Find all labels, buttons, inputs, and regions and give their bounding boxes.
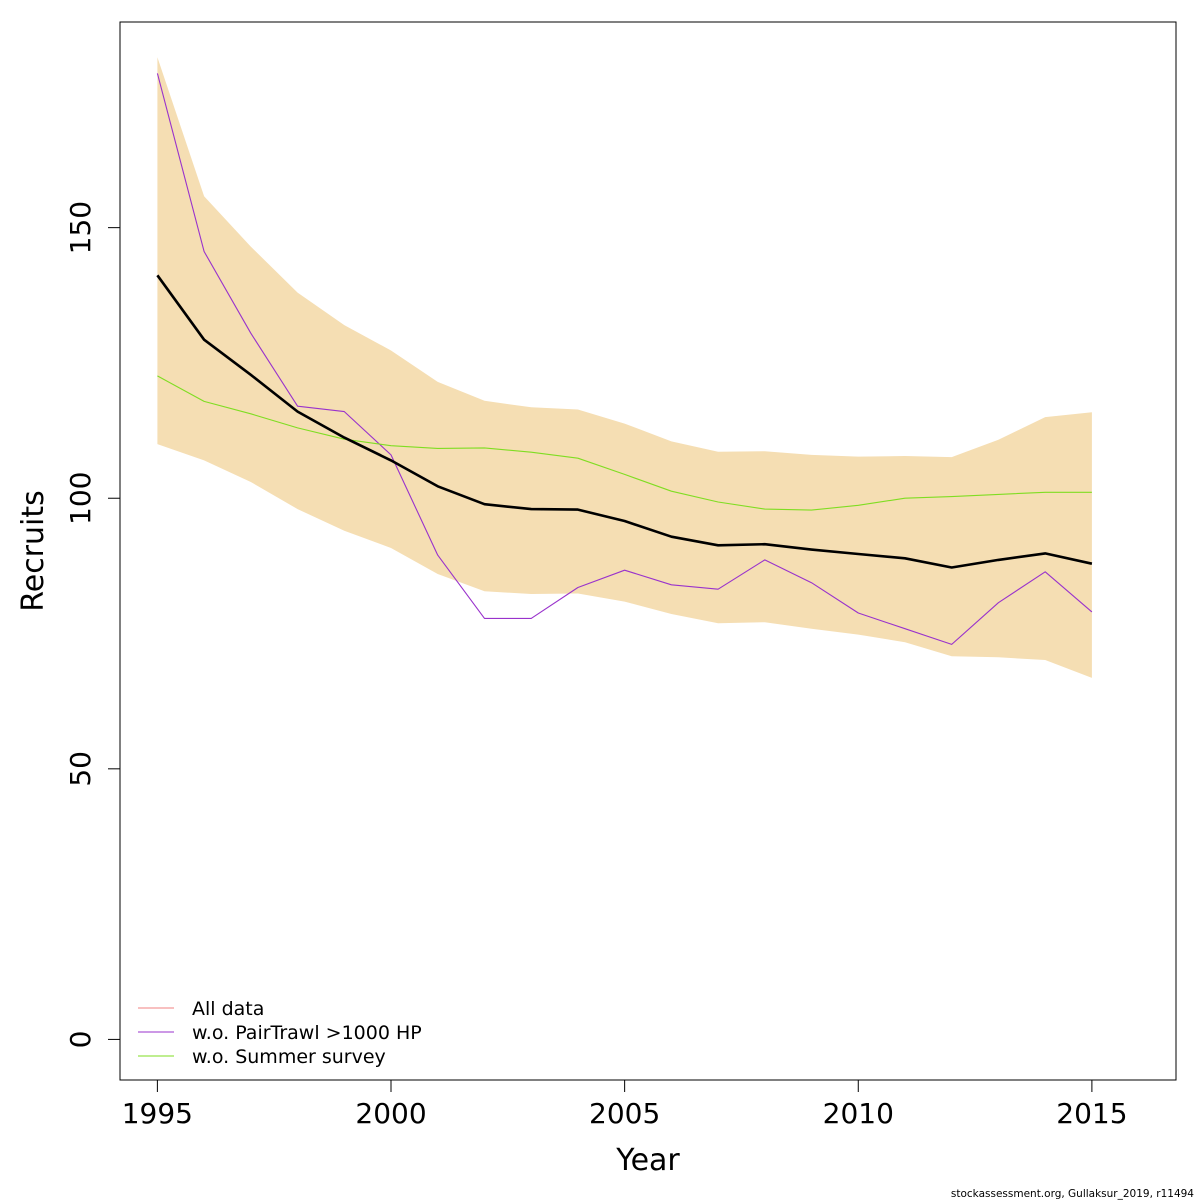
x-tick-label: 2005 (589, 1097, 660, 1130)
series-line-w-o-summer-survey (157, 375, 1092, 511)
y-tick-label: 50 (64, 751, 97, 787)
x-axis: 1995 2000 2005 2010 2015 (122, 1079, 1128, 1130)
x-tick-label: 2015 (1056, 1097, 1127, 1130)
series-line-w-o-pairtrawl-1000-hp (156, 73, 1093, 645)
x-axis-title: Year (615, 1143, 680, 1178)
legend-label: w.o. PairTrawl >1000 HP (192, 1022, 422, 1044)
y-tick-label: 100 (64, 472, 97, 525)
y-axis: 0 50 100 150 (64, 201, 121, 1048)
confidence-band-layer (157, 57, 1092, 678)
y-tick-label: 0 (64, 1030, 97, 1048)
footer-credit: stockassessment.org, Gullaksur_2019, r11… (951, 1188, 1194, 1200)
y-tick-label: 150 (64, 201, 97, 254)
x-tick-label: 1995 (122, 1097, 193, 1130)
confidence-band (157, 57, 1092, 678)
legend-label: All data (192, 998, 264, 1020)
y-axis-title: Recruits (16, 490, 51, 612)
legend-label: w.o. Summer survey (192, 1046, 386, 1068)
series-layer (156, 73, 1093, 645)
series-line-all-data (156, 274, 1093, 569)
x-tick-label: 2010 (823, 1097, 894, 1130)
x-tick-label: 2000 (355, 1097, 426, 1130)
